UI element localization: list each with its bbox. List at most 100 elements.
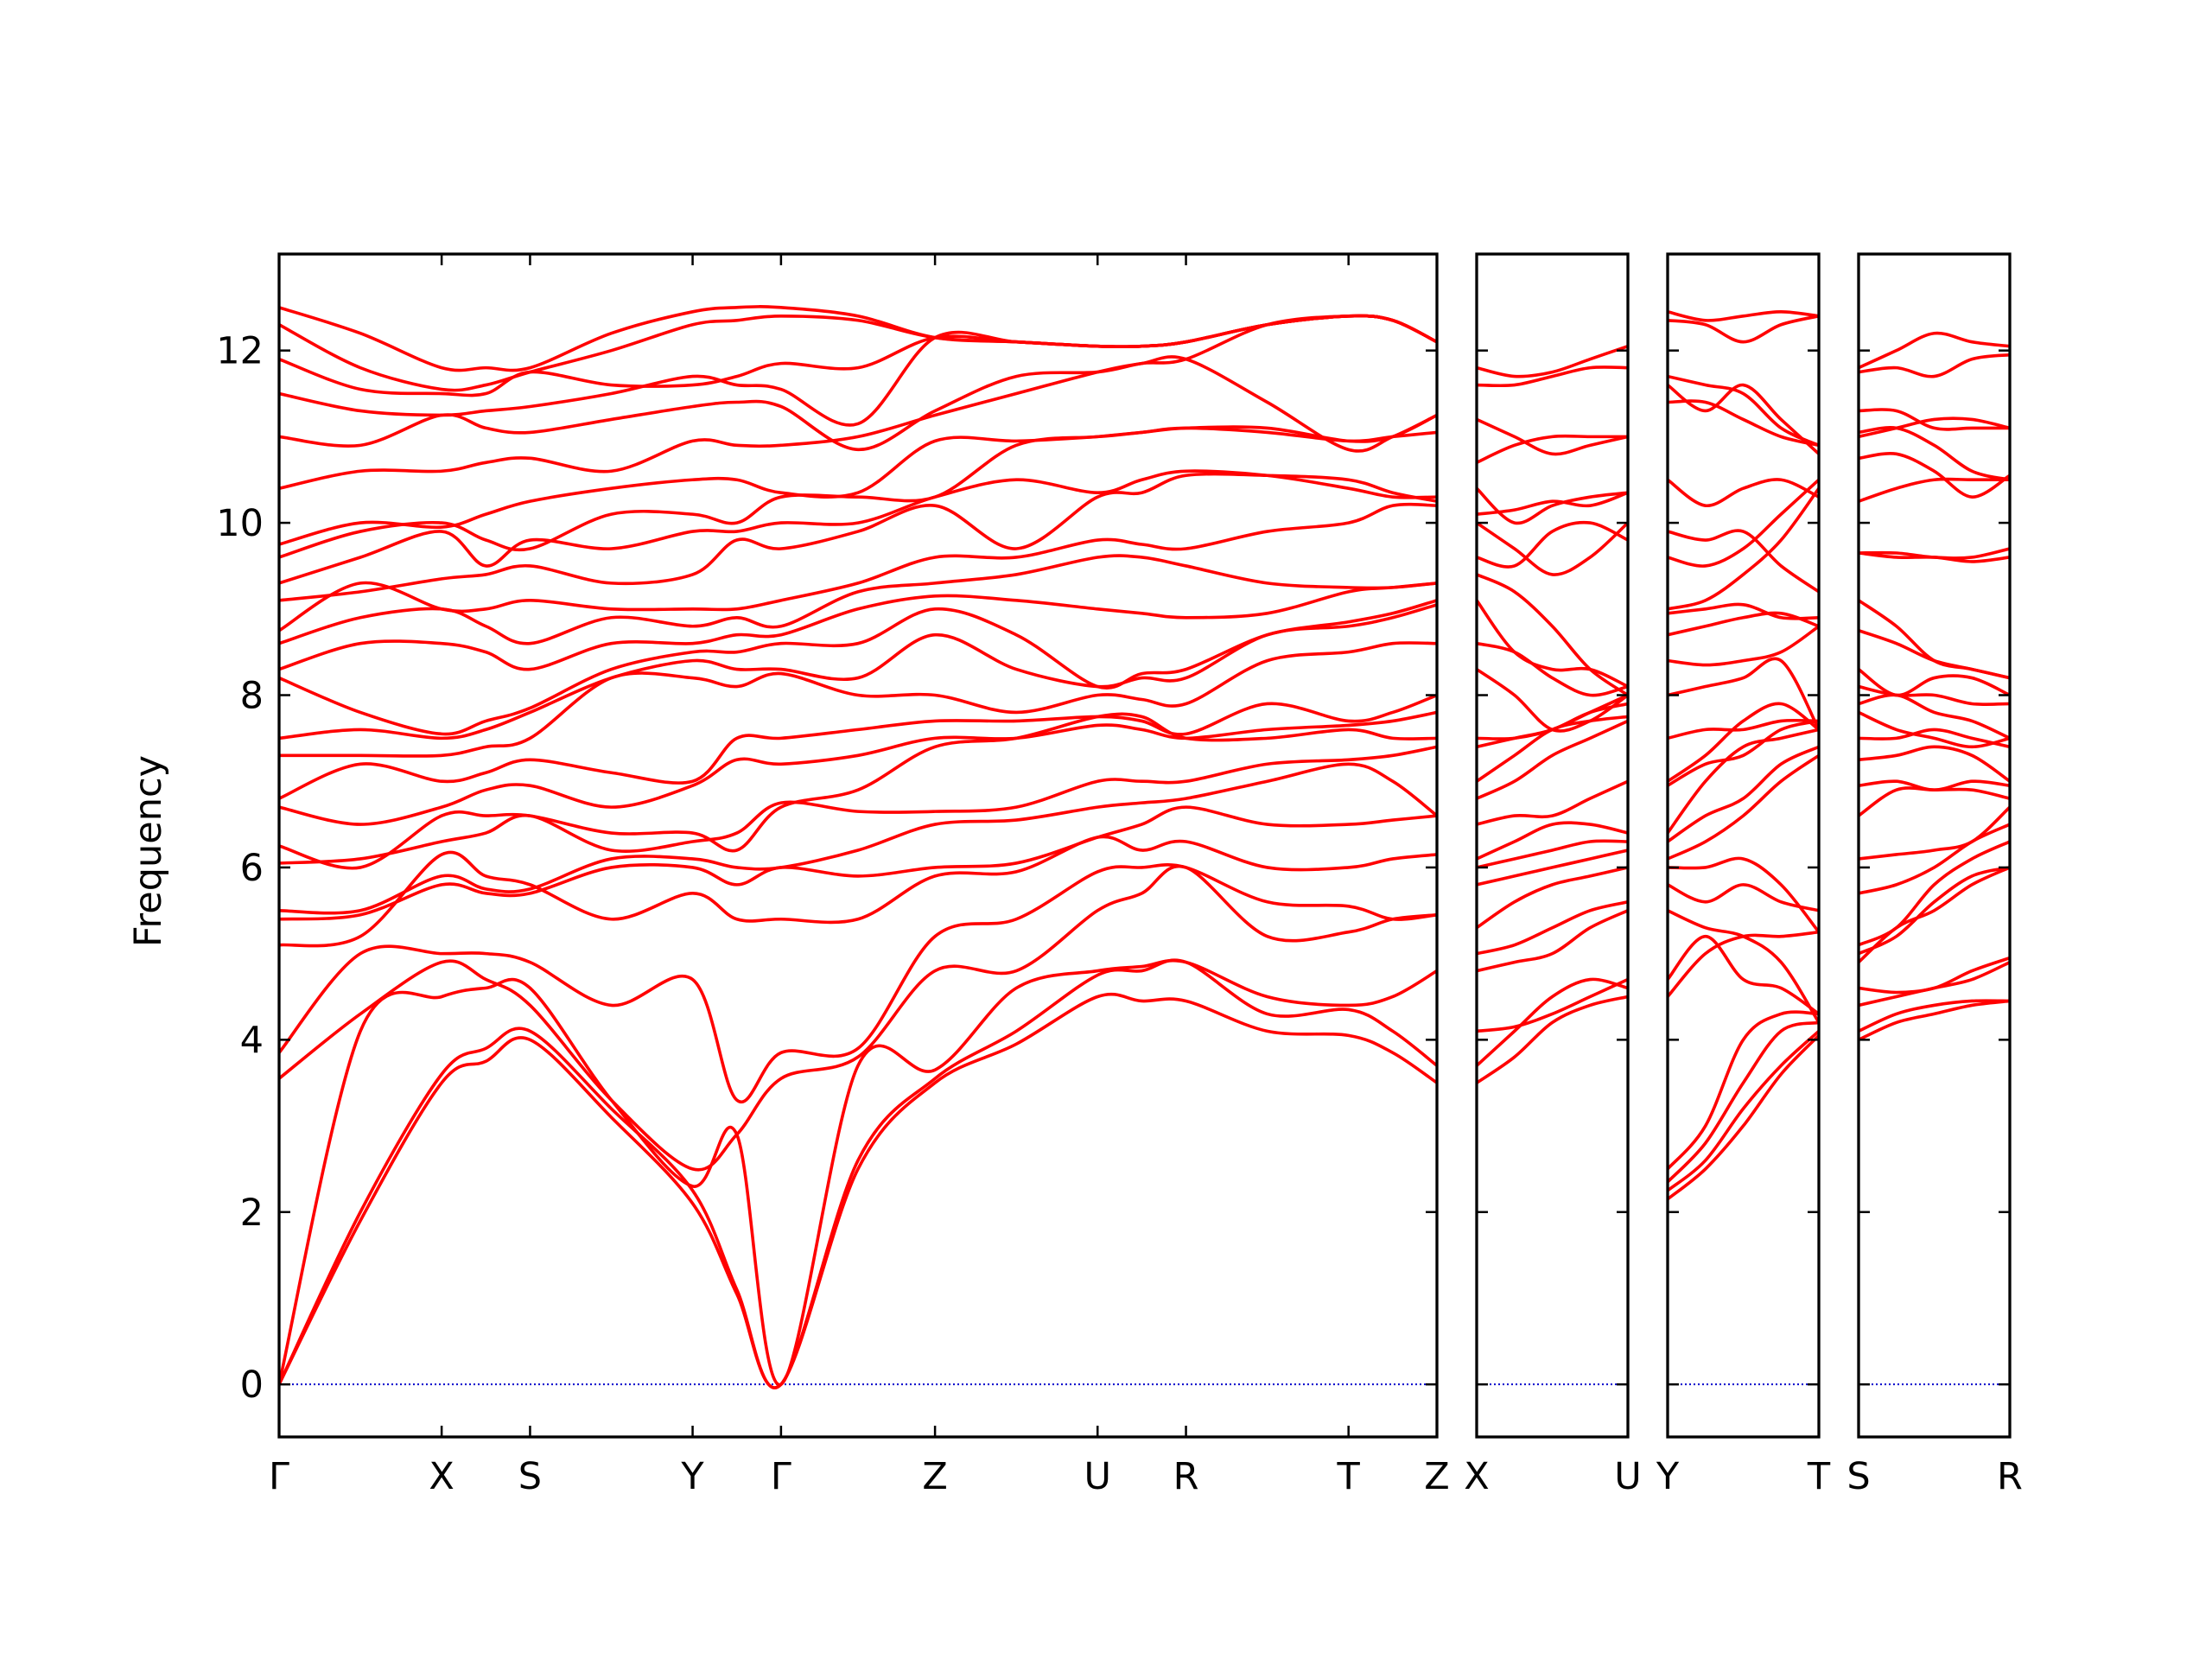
band-line — [1859, 823, 2010, 895]
band-line — [1477, 900, 1628, 956]
y-tick-label: 8 — [240, 675, 264, 718]
band-line — [1477, 909, 1628, 973]
y-tick-label: 6 — [240, 847, 264, 890]
band-line — [1668, 934, 1819, 1015]
band-line — [1668, 909, 1819, 1024]
band-line — [1477, 599, 1628, 689]
band-line — [279, 862, 1437, 1104]
band-line — [1668, 657, 1819, 731]
band-line — [1859, 668, 2010, 697]
band-line — [279, 958, 1437, 1387]
band-line — [1668, 315, 1819, 344]
band-line — [1668, 310, 1819, 322]
x-tick-label: Z — [1424, 1455, 1449, 1498]
band-line — [1668, 719, 1819, 787]
band-line — [1668, 718, 1819, 741]
x-tick-label: Z — [922, 1455, 947, 1498]
band-line — [1668, 1034, 1819, 1201]
band-line — [279, 305, 1437, 372]
band-line — [279, 958, 1437, 1389]
band-line — [1668, 374, 1819, 448]
x-tick-label: R — [1997, 1455, 2023, 1498]
band-line — [1477, 520, 1628, 569]
x-tick-label: S — [518, 1455, 542, 1498]
y-tick-label: 0 — [240, 1363, 264, 1407]
band-line — [279, 582, 1437, 671]
band-line — [1668, 1030, 1819, 1192]
x-tick-label: R — [1173, 1455, 1199, 1498]
band-line — [1859, 960, 2010, 1007]
band-line — [1859, 451, 2010, 499]
band-line — [1668, 487, 1819, 611]
y-tick-label: 4 — [240, 1019, 264, 1062]
band-line — [1477, 866, 1628, 930]
band-line — [1668, 399, 1819, 448]
y-tick-label: 2 — [240, 1192, 264, 1235]
band-line — [1668, 478, 1819, 568]
band-line — [1859, 866, 2010, 956]
plot-area — [279, 305, 1437, 1389]
band-line — [1668, 1020, 1819, 1184]
band-line — [1859, 353, 2010, 378]
band-line — [279, 710, 1437, 826]
band-line — [1859, 693, 2010, 741]
band-line — [1477, 344, 1628, 378]
panel: 0 2 4 6 8 10 12 Γ X S Y Γ Z U R T Z — [216, 252, 1450, 1498]
x-tick-label: T — [1807, 1455, 1831, 1498]
band-line — [1859, 840, 2010, 947]
y-tick-label: 10 — [216, 502, 264, 545]
panel-frame — [1666, 252, 1821, 1439]
band-line — [1477, 715, 1628, 783]
band-line — [1859, 408, 2010, 431]
band-line — [1477, 977, 1628, 1033]
x-tick-label: Γ — [269, 1455, 289, 1498]
band-line — [279, 992, 1437, 1389]
band-line — [1668, 745, 1819, 843]
band-line — [279, 864, 1437, 1172]
band-line — [1859, 331, 2010, 370]
band-line — [1668, 883, 1819, 912]
panel-frame — [1857, 252, 2012, 1439]
band-line — [1668, 625, 1819, 667]
plot-area — [1477, 344, 1628, 1386]
x-tick-label: Γ — [771, 1455, 791, 1498]
band-line — [1859, 786, 2010, 817]
band-line — [279, 835, 1437, 948]
band-line — [279, 745, 1437, 865]
band-line — [1859, 999, 2010, 1033]
band-line — [1859, 779, 2010, 791]
band-line — [1859, 599, 2010, 680]
band-line — [279, 712, 1437, 870]
band-line — [1668, 728, 1819, 835]
x-tick-label: S — [1847, 1455, 1870, 1498]
plot-area — [1668, 310, 1819, 1386]
band-line — [1859, 477, 2010, 503]
panel-frame — [1475, 252, 1630, 1439]
band-line — [1859, 999, 2010, 1041]
band-line — [1859, 805, 2010, 861]
band-line — [1668, 529, 1819, 594]
band-line — [1859, 728, 2010, 749]
y-axis-label: Frequency — [127, 755, 170, 947]
band-line — [1859, 684, 2010, 707]
band-line — [279, 693, 1437, 800]
band-line — [1668, 383, 1819, 455]
band-line — [1477, 821, 1628, 861]
band-line — [279, 599, 1437, 736]
band-line — [279, 355, 1437, 490]
band-line — [279, 805, 1437, 921]
band-line — [279, 603, 1437, 741]
band-line — [1668, 478, 1819, 507]
band-line — [1477, 365, 1628, 388]
band-line — [279, 469, 1437, 585]
band-line — [1477, 434, 1628, 464]
x-tick-label: Y — [1656, 1455, 1680, 1498]
band-line — [1477, 779, 1628, 826]
x-tick-label: X — [1464, 1455, 1489, 1498]
band-line — [1859, 866, 2010, 963]
band-line — [1668, 930, 1819, 998]
band-line — [1477, 719, 1628, 800]
